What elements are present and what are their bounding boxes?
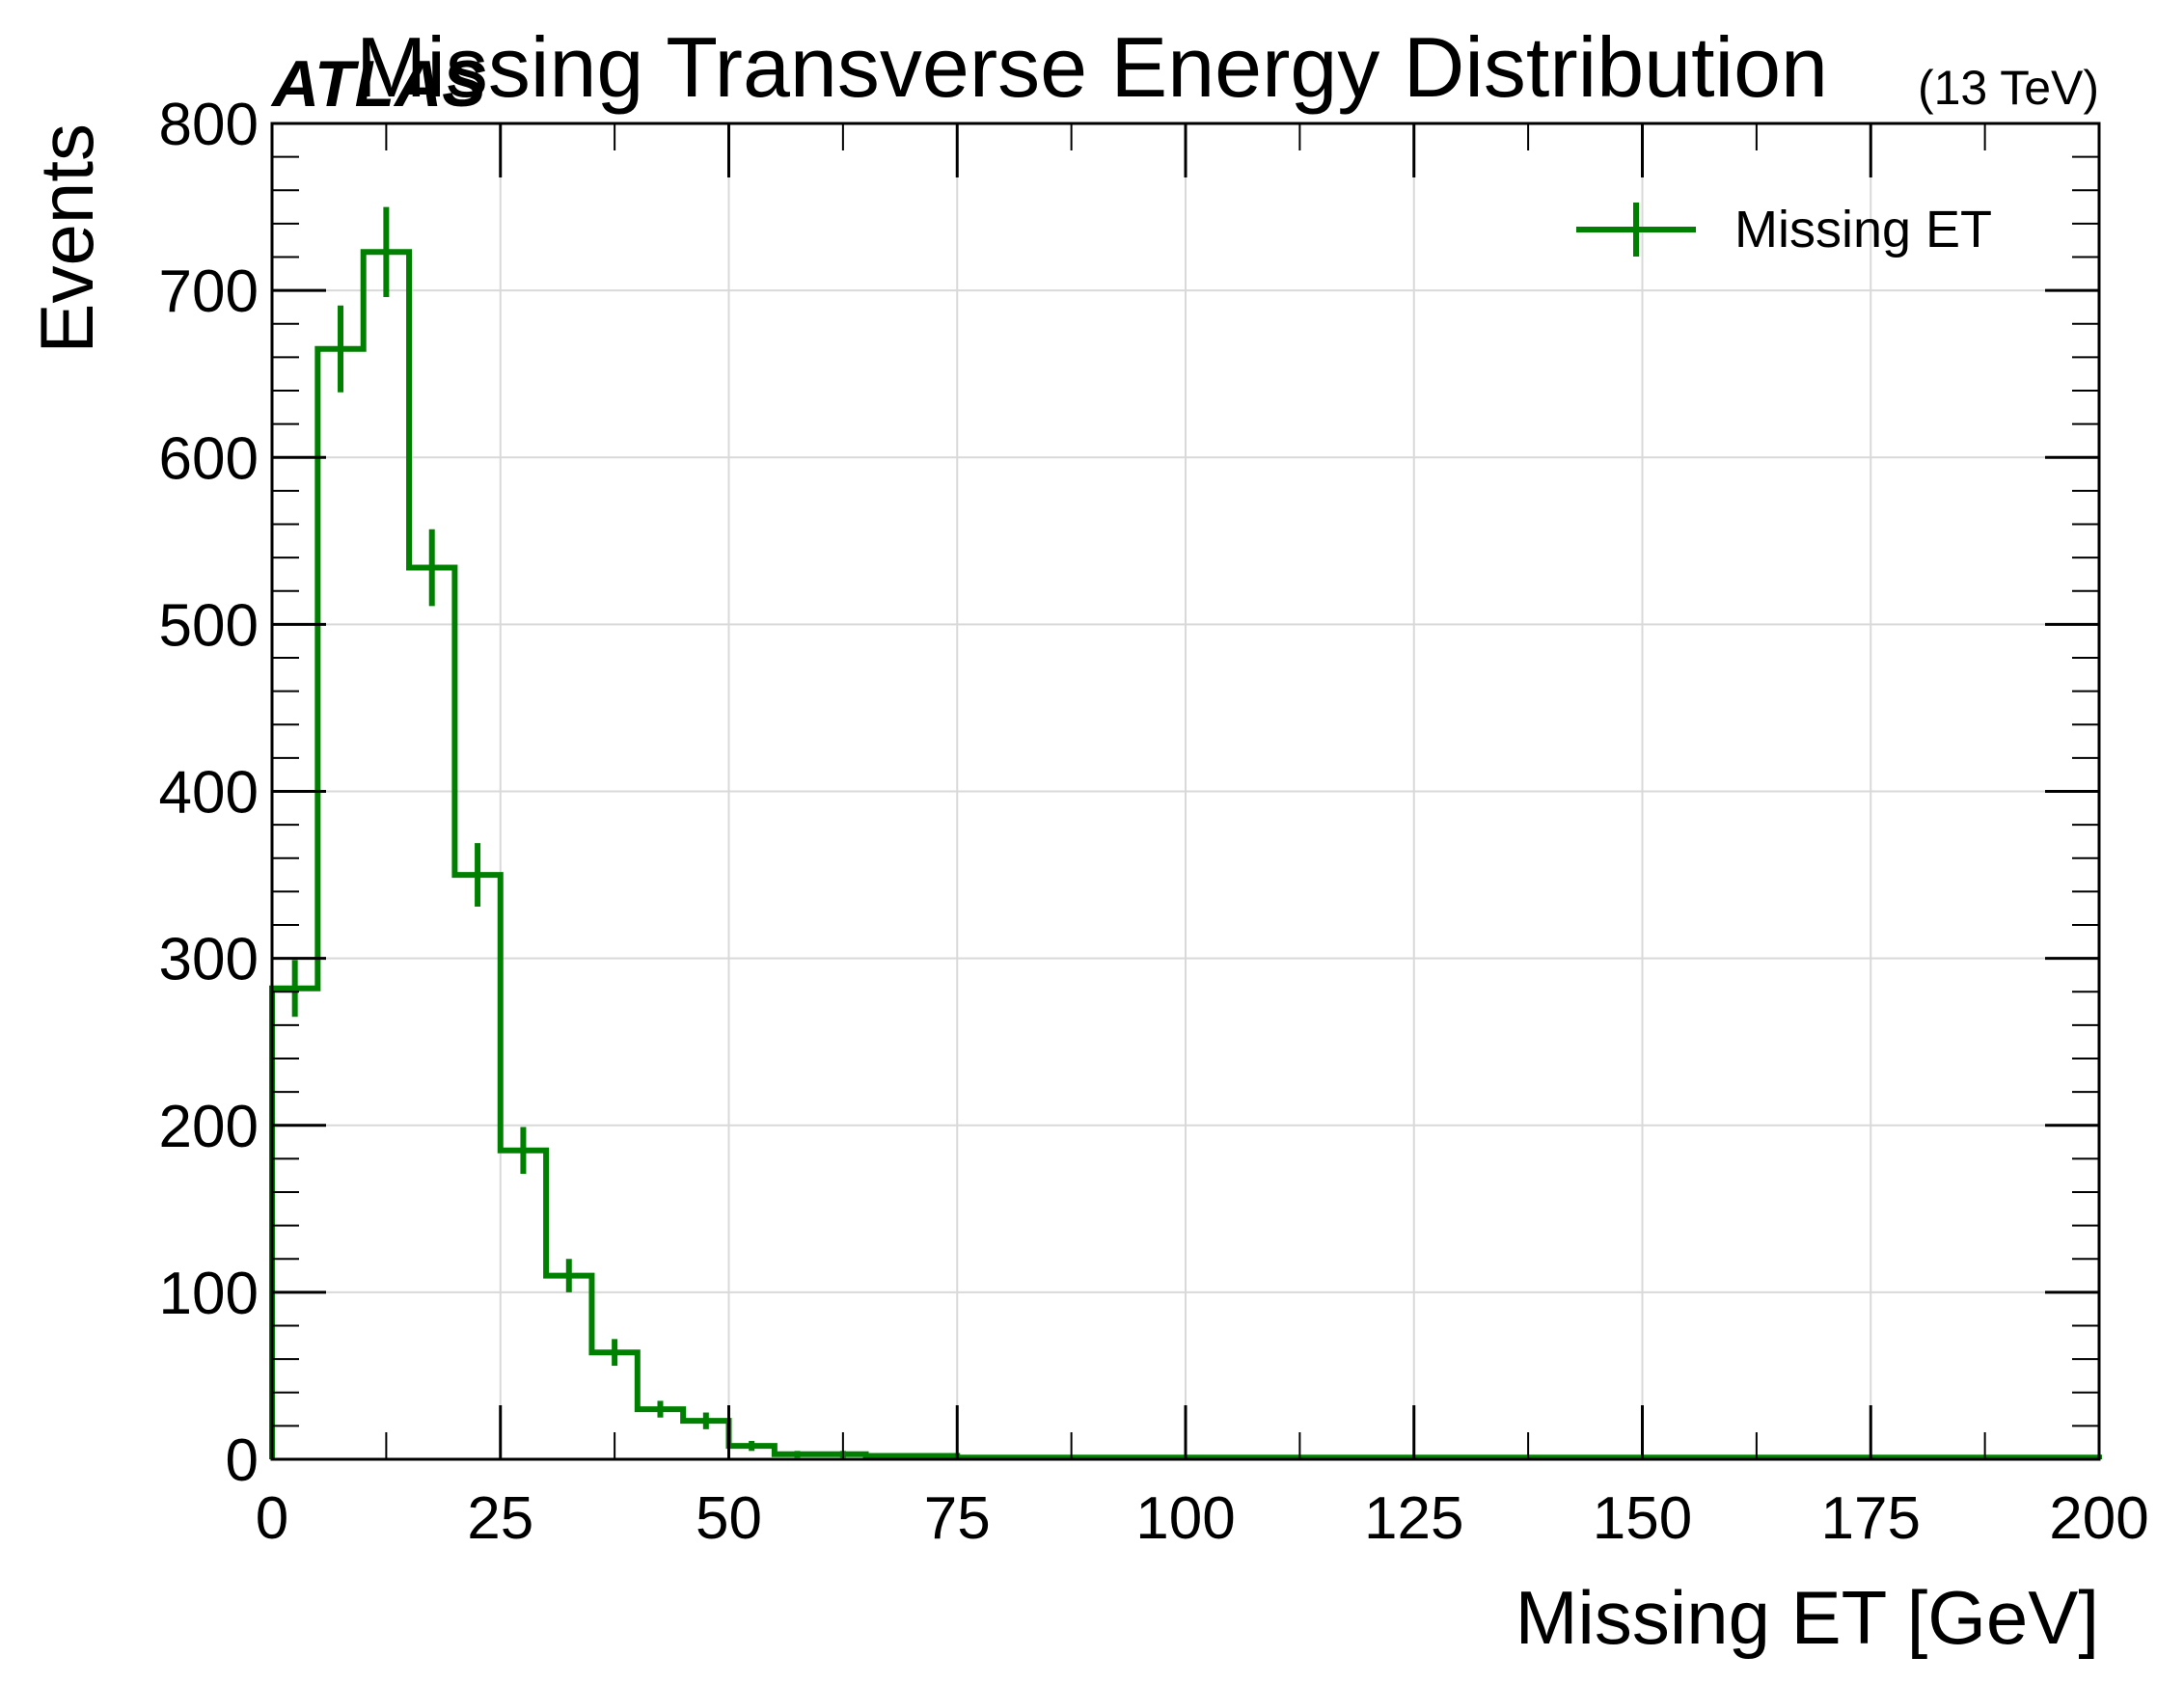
legend-label-missing-et: Missing ET	[1734, 201, 1992, 258]
x-tick-label: 50	[696, 1485, 762, 1552]
energy-label: (13 TeV)	[1918, 61, 2099, 115]
plot-frame	[270, 122, 2101, 1461]
tick-labels: 0 25 50 75 100 125 150 175 200 0 100 200 300 400 500 60…	[159, 92, 2149, 1552]
y-tick-label: 200	[159, 1094, 259, 1160]
x-tick-label: 200	[2049, 1485, 2148, 1552]
y-tick-label: 800	[159, 92, 259, 158]
x-tick-label: 150	[1593, 1485, 1692, 1552]
legend: Missing ET	[1576, 201, 1992, 258]
y-tick-label: 400	[159, 760, 259, 827]
x-tick-label: 125	[1364, 1485, 1463, 1552]
histogram-series	[269, 206, 2102, 1461]
y-tick-label: 100	[159, 1261, 259, 1327]
y-axis-label: Events	[24, 123, 109, 353]
y-tick-label: 600	[159, 425, 259, 492]
y-tick-label: 700	[159, 258, 259, 325]
x-tick-label: 75	[924, 1485, 991, 1552]
y-tick-label: 300	[159, 927, 259, 993]
x-tick-label: 175	[1821, 1485, 1921, 1552]
y-tick-label: 500	[159, 592, 259, 659]
chart-title: Missing Transverse Energy Distribution	[356, 19, 1828, 115]
x-tick-label: 0	[256, 1485, 288, 1552]
x-tick-label: 100	[1135, 1485, 1235, 1552]
grid-lines	[272, 123, 2099, 1459]
x-tick-label: 25	[467, 1485, 533, 1552]
x-axis-label: Missing ET [GeV]	[1515, 1575, 2099, 1660]
experiment-label: ATLAS	[270, 47, 486, 121]
y-tick-label: 0	[226, 1427, 259, 1494]
